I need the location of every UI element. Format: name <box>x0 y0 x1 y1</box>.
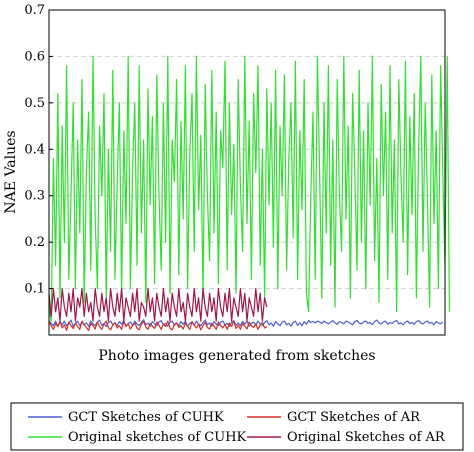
legend-label-2: Original sketches of CUHK <box>68 430 247 445</box>
y-tick-label: 0.5 <box>24 96 45 111</box>
y-tick-label: 0.7 <box>24 3 45 18</box>
y-tick-label: 0.4 <box>24 142 45 157</box>
series-lines <box>48 55 450 331</box>
y-tick-label: 0.3 <box>24 189 45 204</box>
legend-box <box>10 402 464 451</box>
y-tick-label: 0.6 <box>24 49 45 64</box>
y-axis-ticks: 0.1 0.2 0.3 0.4 0.5 0.6 0.7 <box>24 3 53 297</box>
legend-label-1: GCT Sketches of AR <box>287 410 421 425</box>
y-tick-label: 0.1 <box>24 282 45 297</box>
series-line-2 <box>48 55 450 322</box>
legend: GCT Sketches of CUHK GCT Sketches of AR Or… <box>10 402 464 451</box>
y-tick-label: 0.2 <box>24 235 45 250</box>
legend-label-3: Original Sketches of AR <box>287 430 446 445</box>
legend-entries: GCT Sketches of CUHK GCT Sketches of AR Or… <box>28 410 446 445</box>
x-axis-title: Photo images generated from sketches <box>98 348 375 364</box>
legend-label-0: GCT Sketches of CUHK <box>68 410 224 425</box>
plot-frame <box>48 9 446 336</box>
series-line-3 <box>48 288 268 322</box>
series-line-1 <box>48 320 268 331</box>
y-axis-title: NAE Values <box>3 130 19 213</box>
